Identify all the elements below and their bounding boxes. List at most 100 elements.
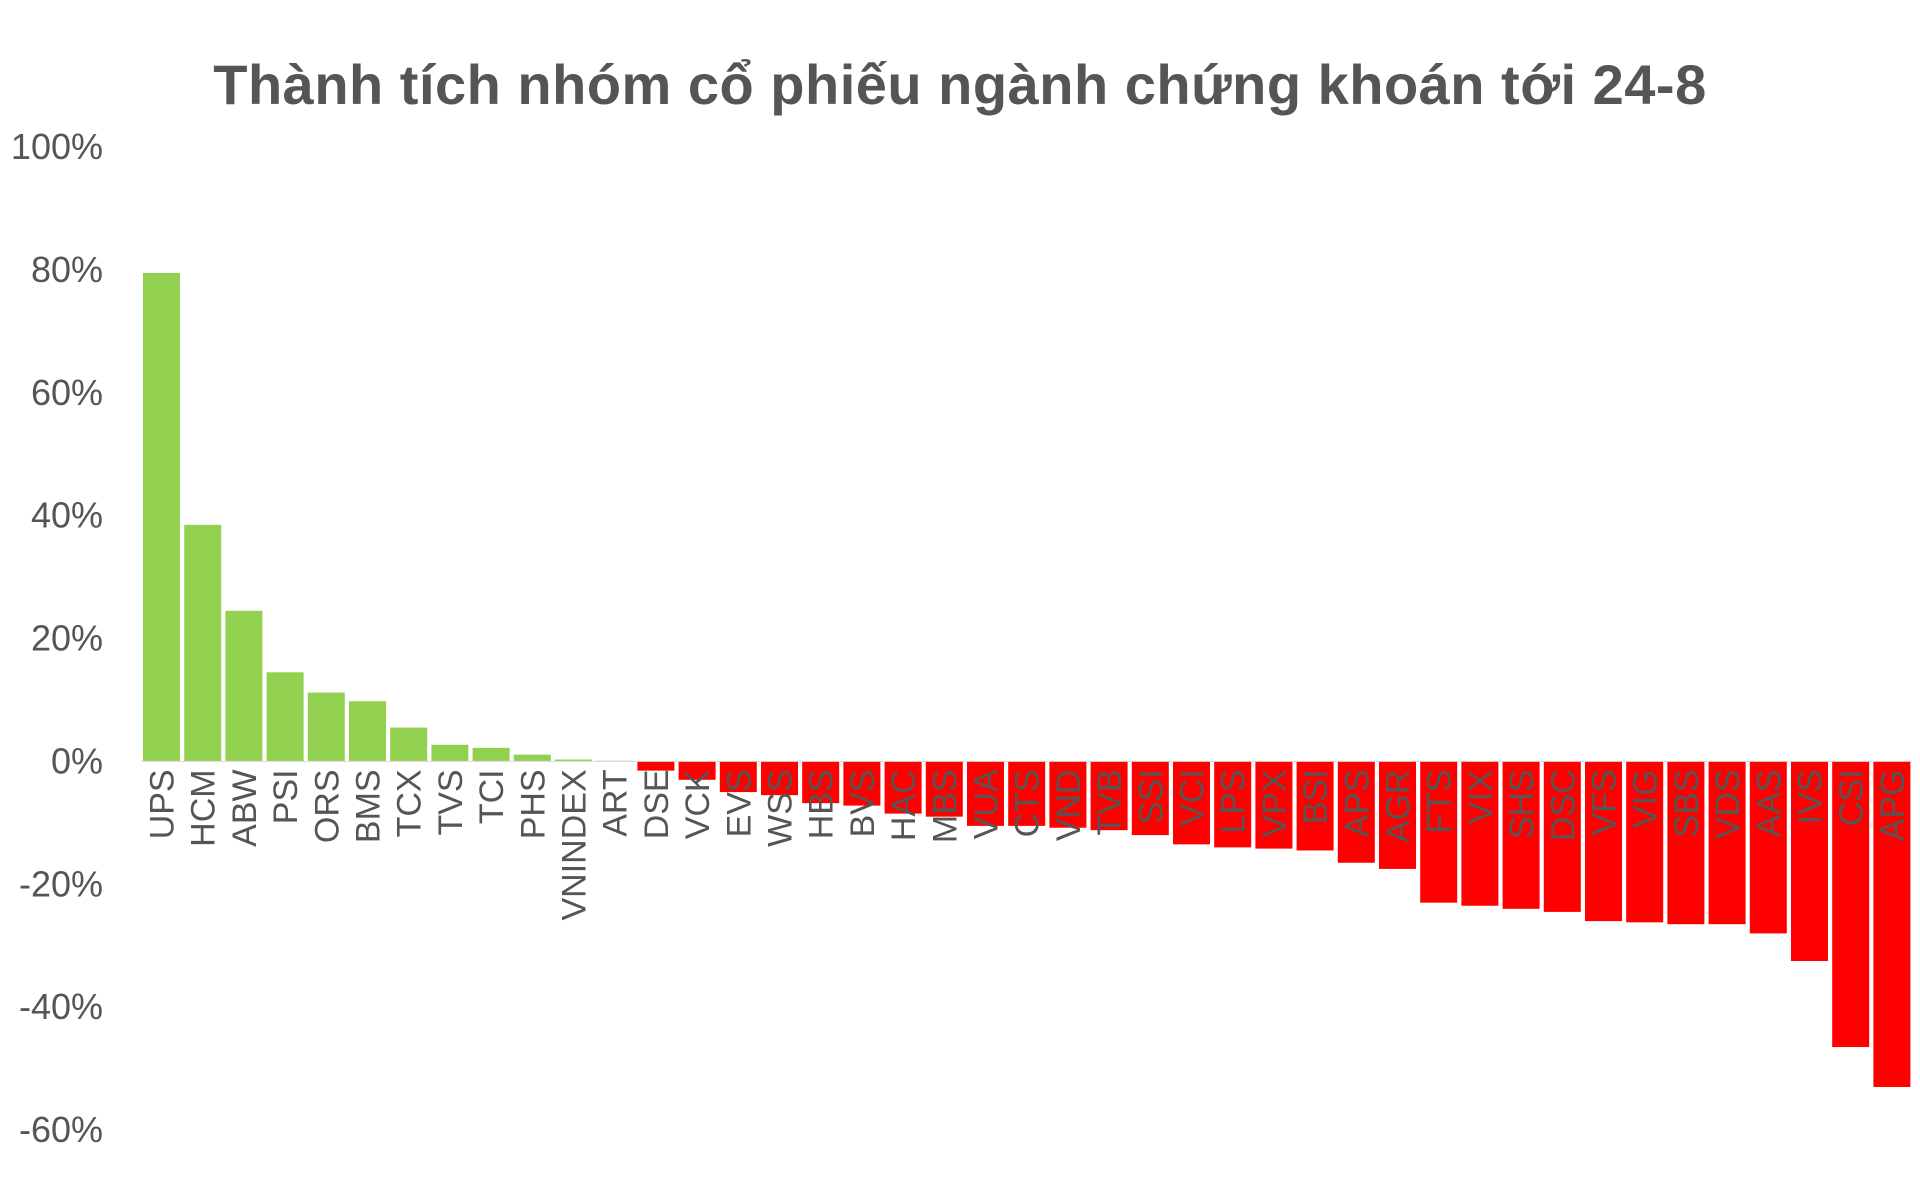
x-tick-label: DSC — [1544, 769, 1582, 841]
x-tick-label: VFS — [1586, 769, 1624, 835]
x-tick-label: IVS — [1792, 769, 1830, 824]
bar-csi — [1832, 761, 1870, 1048]
y-tick-label: 80% — [31, 249, 103, 290]
x-tick-label: VCI — [1174, 769, 1212, 826]
bar-bms — [349, 701, 386, 762]
bar-mbs — [925, 761, 963, 817]
bar-hac — [884, 761, 922, 814]
x-tick-label: TCX — [391, 769, 429, 837]
bar-vig — [1626, 761, 1664, 923]
x-tick-label: BSI — [1297, 769, 1335, 824]
bar-lps — [1214, 761, 1252, 848]
bar-bvs — [843, 761, 881, 806]
bar-dse — [637, 761, 675, 771]
bar-aps — [1337, 761, 1375, 863]
bar-agr — [1379, 761, 1416, 869]
bar-vci — [1173, 761, 1210, 845]
bar-vnd — [1049, 761, 1087, 828]
bar-phs — [513, 754, 551, 762]
bar-sbs — [1667, 761, 1705, 925]
x-tick-label: BMS — [350, 769, 388, 843]
x-tick-label: TCI — [473, 769, 511, 824]
y-tick-label: 20% — [31, 618, 103, 659]
x-tick-label: VIG — [1627, 769, 1665, 828]
x-tick-label: TVB — [1091, 769, 1129, 835]
bar-vfs — [1585, 761, 1622, 922]
bar-aas — [1749, 761, 1787, 934]
x-tick-label: TVS — [432, 769, 470, 835]
y-tick-label: -60% — [19, 1109, 103, 1150]
y-tick-label: 0% — [51, 740, 103, 781]
x-tick-label: APS — [1338, 769, 1376, 837]
x-tick-label: CTS — [1009, 769, 1047, 837]
chart-title: Thành tích nhóm cổ phiếu ngành chứng kho… — [213, 53, 1707, 116]
bar-tvb — [1090, 761, 1128, 831]
x-tick-label: LPS — [1215, 769, 1253, 833]
bar-shs — [1502, 761, 1540, 909]
x-tick-label: MBS — [926, 769, 964, 843]
bar-vds — [1708, 761, 1746, 925]
y-tick-label: -20% — [19, 863, 103, 904]
bar-vix — [1461, 761, 1499, 906]
bar-tci — [472, 747, 510, 762]
bar-tcx — [390, 727, 428, 762]
bar-vck — [678, 761, 716, 780]
x-tick-label: VNINDEX — [556, 769, 594, 920]
x-tick-label: BVS — [844, 769, 882, 837]
x-tick-label: AAS — [1750, 769, 1788, 837]
bar-psi — [266, 672, 304, 762]
x-tick-label: HBS — [803, 769, 841, 839]
x-tick-label: VIX — [1462, 769, 1500, 824]
y-tick-label: 40% — [31, 495, 103, 536]
x-tick-label: VPX — [1256, 769, 1294, 837]
bar-vua — [967, 761, 1004, 826]
bar-ivs — [1791, 761, 1828, 962]
y-tick-label: 60% — [31, 372, 103, 413]
bar-dsc — [1543, 761, 1581, 912]
bar-apg — [1873, 761, 1911, 1087]
x-tick-label: UPS — [144, 769, 182, 839]
bar-hbs — [802, 761, 840, 804]
bars-group — [143, 272, 1911, 1087]
x-tick-label: VND — [1050, 769, 1088, 841]
bar-vpx — [1255, 761, 1293, 849]
y-axis: 100% 80% 60% 40% 20% 0% -20% -40% -60% — [11, 126, 103, 1150]
x-tick-label: HAC — [885, 769, 923, 841]
bar-wss — [761, 761, 798, 796]
bar-vnindex — [555, 759, 592, 762]
x-tick-label: VUA — [968, 769, 1006, 839]
x-tick-label: AGR — [1380, 769, 1418, 843]
x-tick-label: PHS — [514, 769, 552, 839]
x-tick-label: SHS — [1503, 769, 1541, 839]
x-tick-label: EVS — [720, 769, 758, 837]
bar-abw — [225, 610, 263, 762]
bar-bsi — [1296, 761, 1334, 851]
y-tick-label: -40% — [19, 986, 103, 1027]
x-axis-labels: UPS HCM ABW PSI ORS BMS TCX TVS TCI PHS VNINDEX ART… — [144, 769, 1912, 920]
x-tick-label: VDS — [1709, 769, 1747, 839]
x-tick-label: DSE — [638, 769, 676, 839]
bar-hcm — [184, 524, 222, 762]
x-tick-label: FTS — [1421, 769, 1459, 833]
x-tick-label: ORS — [308, 769, 346, 843]
bar-evs — [719, 761, 757, 793]
x-tick-label: SBS — [1668, 769, 1706, 837]
bar-ssi — [1131, 761, 1169, 836]
x-tick-label: ART — [597, 769, 635, 836]
x-tick-label: SSI — [1132, 769, 1170, 824]
y-tick-label: 100% — [11, 126, 103, 167]
x-tick-label: HCM — [185, 769, 223, 846]
bar-tvs — [431, 744, 469, 762]
bar-ups — [143, 272, 180, 762]
x-tick-label: WSS — [762, 769, 800, 846]
x-tick-label: VCK — [679, 769, 717, 839]
bar-fts — [1420, 761, 1458, 903]
bar-cts — [1008, 761, 1046, 826]
x-tick-label: PSI — [267, 769, 305, 824]
x-tick-label: APG — [1874, 769, 1912, 841]
x-tick-label: ABW — [226, 769, 264, 846]
x-tick-label: CSI — [1833, 769, 1871, 826]
bar-ors — [307, 692, 345, 762]
